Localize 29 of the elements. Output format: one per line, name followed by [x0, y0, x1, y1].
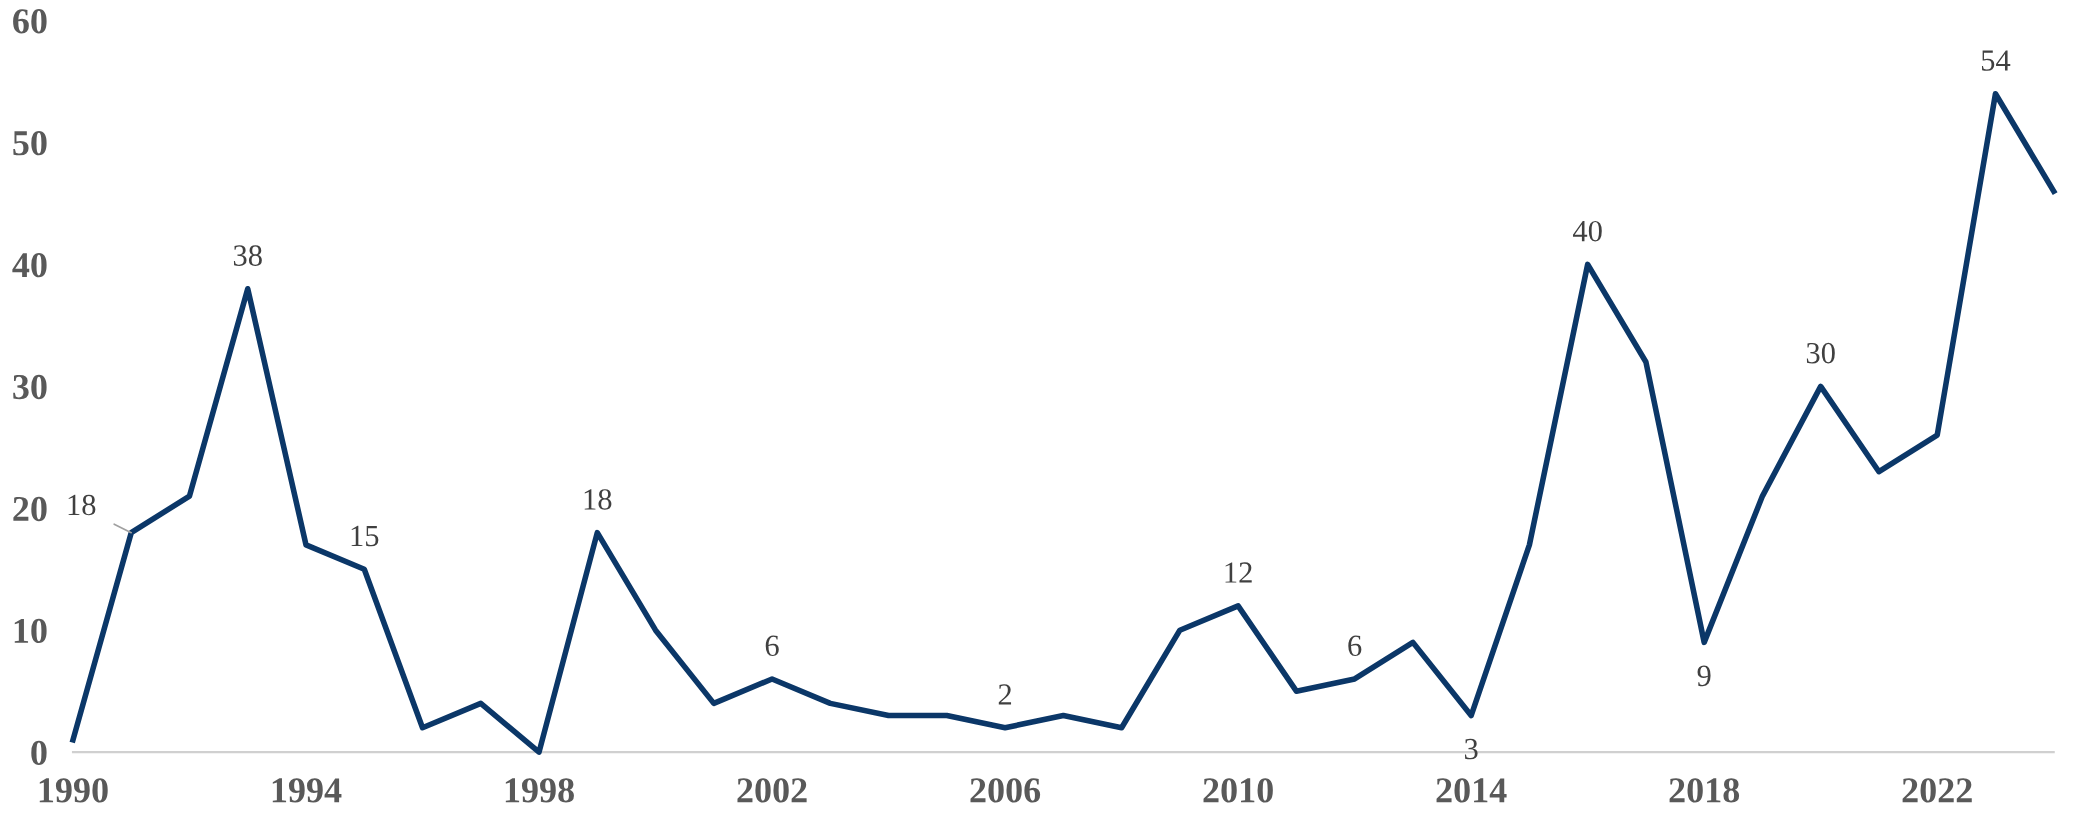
x-tick-label: 2010: [1203, 778, 1273, 803]
data-label: 40: [1572, 220, 1602, 242]
data-label: 6: [765, 635, 779, 657]
y-tick-label: 0: [31, 740, 47, 766]
y-tick-label: 10: [14, 618, 47, 644]
y-tick-label: 30: [13, 374, 47, 400]
data-label: 12: [1225, 562, 1252, 583]
y-tick-label: 50: [13, 130, 47, 156]
data-label: 3: [1464, 738, 1478, 760]
data-label: 6: [1348, 635, 1362, 657]
data-label: 15: [351, 525, 379, 547]
x-tick-label: 1998: [505, 778, 574, 803]
y-tick-label: 60: [13, 9, 47, 34]
data-label: 18: [584, 489, 612, 510]
data-label: 9: [1697, 665, 1711, 687]
x-tick-label: 2018: [1669, 778, 1740, 803]
data-label: 18: [68, 494, 96, 516]
data-label: 2: [998, 684, 1012, 705]
data-label: 54: [1981, 50, 2011, 71]
x-tick-label: 1994: [272, 778, 342, 803]
y-tick-label: 20: [13, 496, 47, 522]
y-tick-label: 40: [12, 252, 47, 278]
data-label: 30: [1806, 342, 1835, 364]
data-label: 38: [233, 245, 262, 266]
x-tick-label: 2022: [1902, 778, 1972, 803]
x-tick-label: 2006: [970, 778, 1041, 803]
x-tick-label: 2002: [737, 778, 807, 803]
x-tick-label: 1990: [39, 778, 108, 803]
x-tick-label: 2014: [1436, 778, 1507, 803]
